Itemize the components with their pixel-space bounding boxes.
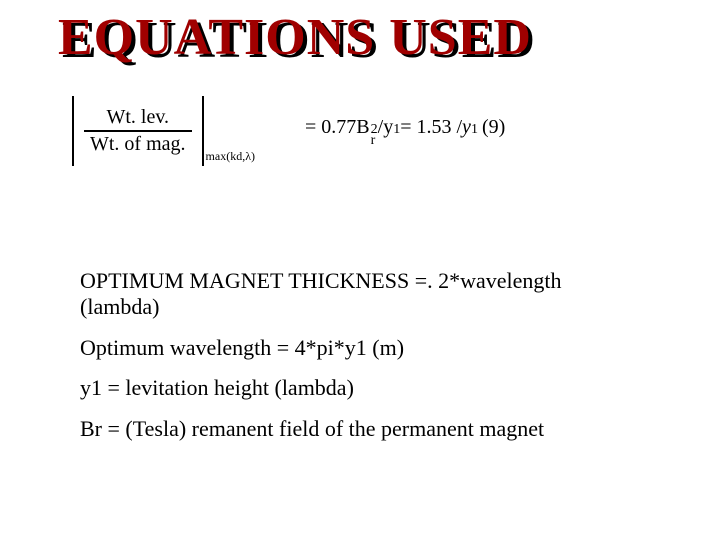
weight-fraction: Wt. lev. Wt. of mag.	[84, 105, 192, 157]
body-p4: Br = (Tesla) remanent field of the perma…	[80, 416, 640, 442]
page-title: EQUATIONS USED EQUATIONS USED	[0, 0, 720, 67]
body-p2: Optimum wavelength = 4*pi*y1 (m)	[80, 335, 640, 361]
rhs-B-sub: r	[371, 135, 378, 146]
fraction-denominator: Wt. of mag.	[84, 132, 192, 157]
rhs-ref: (9)	[482, 116, 505, 139]
body-p1: OPTIMUM MAGNET THICKNESS =. 2*wavelength…	[80, 268, 640, 321]
max-subscript: max(kd,λ)	[204, 149, 255, 166]
rhs-eq2: = 1.53 /	[400, 116, 462, 139]
rhs-y2-sub: 1	[471, 122, 478, 138]
rhs-y-sub: 1	[393, 122, 400, 138]
body-p3: y1 = levitation height (lambda)	[80, 375, 640, 401]
body-p1b: (lambda)	[80, 294, 159, 319]
rhs-y2: y	[462, 116, 471, 139]
equation-row: Wt. lev. Wt. of mag. max(kd,λ) = 0.77 B …	[72, 96, 505, 166]
rhs-over-y: /y	[378, 116, 394, 139]
rhs-B-sup-sub: 2 r	[371, 124, 378, 146]
rhs-B: B	[356, 116, 369, 139]
body-p1a: OPTIMUM MAGNET THICKNESS =. 2*wavelength	[80, 268, 562, 293]
abs-bar-left	[72, 96, 74, 166]
title-front: EQUATIONS USED	[58, 9, 532, 66]
equation-rhs: = 0.77 B 2 r /y 1 = 1.53 / y 1 (9)	[305, 116, 505, 146]
fraction-numerator: Wt. lev.	[100, 105, 175, 130]
rhs-eq1: = 0.77	[305, 116, 356, 139]
body-text: OPTIMUM MAGNET THICKNESS =. 2*wavelength…	[80, 268, 640, 456]
